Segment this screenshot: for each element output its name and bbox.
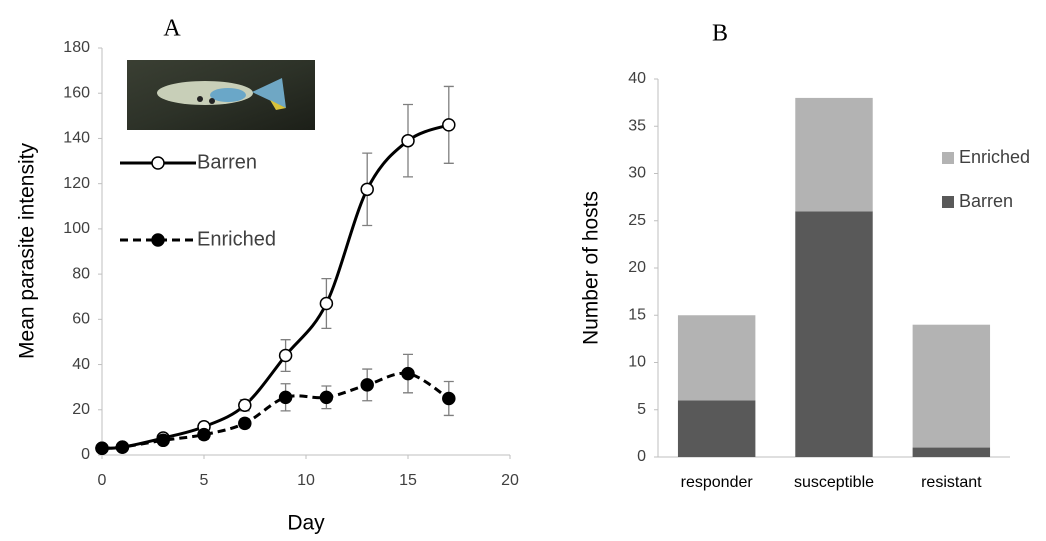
y-tick-label: 15 bbox=[628, 306, 646, 323]
y-tick-label: 120 bbox=[63, 175, 90, 192]
series-line bbox=[101, 371, 450, 450]
legend-label: Enriched bbox=[197, 228, 276, 250]
point bbox=[115, 440, 130, 454]
y-tick-label: 0 bbox=[81, 446, 90, 463]
x-tick-label: responder bbox=[681, 474, 754, 491]
y-axis-label: Mean parasite intensity bbox=[16, 143, 39, 359]
point bbox=[278, 348, 293, 363]
point bbox=[156, 433, 170, 448]
x-tick-label: 5 bbox=[200, 472, 209, 489]
chart-title: B bbox=[712, 21, 728, 47]
y-tick-label: 40 bbox=[628, 70, 646, 87]
legend-marker bbox=[151, 156, 165, 170]
x-axis-label: Day bbox=[287, 512, 325, 535]
y-tick-label: 180 bbox=[63, 39, 90, 56]
legend-label: Enriched bbox=[959, 147, 1030, 167]
y-tick-label: 160 bbox=[63, 84, 90, 101]
point bbox=[95, 441, 109, 455]
bar bbox=[912, 324, 991, 448]
point bbox=[442, 391, 456, 406]
y-tick-label: 20 bbox=[72, 401, 90, 418]
legend-label: Barren bbox=[197, 151, 257, 173]
y-tick-label: 40 bbox=[72, 356, 90, 373]
y-axis-label: Number of hosts bbox=[580, 191, 603, 345]
point bbox=[197, 427, 211, 442]
point bbox=[360, 182, 374, 197]
chart-title: A bbox=[163, 16, 181, 42]
point bbox=[238, 398, 252, 413]
y-tick-label: 5 bbox=[637, 401, 646, 418]
bar bbox=[795, 97, 873, 212]
legend-marker bbox=[151, 233, 165, 247]
y-tick-label: 80 bbox=[72, 265, 90, 282]
y-tick-label: 20 bbox=[628, 259, 646, 276]
y-tick-label: 0 bbox=[637, 448, 646, 465]
y-tick-label: 60 bbox=[72, 311, 90, 328]
x-tick-label: 15 bbox=[399, 472, 417, 489]
y-tick-label: 140 bbox=[63, 130, 90, 147]
y-tick-label: 35 bbox=[628, 117, 646, 134]
x-tick-label: 20 bbox=[501, 472, 519, 489]
point bbox=[401, 133, 415, 148]
fish-photo bbox=[127, 60, 315, 130]
point bbox=[238, 416, 252, 431]
x-tick-label: resistant bbox=[921, 474, 982, 491]
y-tick-label: 25 bbox=[628, 212, 646, 229]
point bbox=[401, 366, 415, 381]
bar bbox=[677, 315, 756, 401]
legend-label: Barren bbox=[959, 191, 1013, 211]
x-tick-label: 10 bbox=[297, 472, 315, 489]
y-tick-label: 10 bbox=[628, 354, 646, 371]
point bbox=[442, 118, 456, 132]
legend-swatch bbox=[942, 196, 954, 208]
point bbox=[278, 390, 293, 405]
x-tick-label: susceptible bbox=[794, 474, 874, 491]
point bbox=[360, 378, 374, 392]
y-tick-label: 100 bbox=[63, 220, 90, 237]
bar bbox=[677, 400, 756, 457]
point bbox=[319, 296, 334, 311]
series-line bbox=[101, 123, 450, 450]
bar bbox=[912, 447, 991, 457]
point bbox=[319, 390, 334, 405]
y-tick-label: 30 bbox=[628, 165, 646, 182]
bar bbox=[795, 211, 873, 457]
x-tick-label: 0 bbox=[98, 472, 107, 489]
legend-swatch bbox=[942, 152, 954, 164]
